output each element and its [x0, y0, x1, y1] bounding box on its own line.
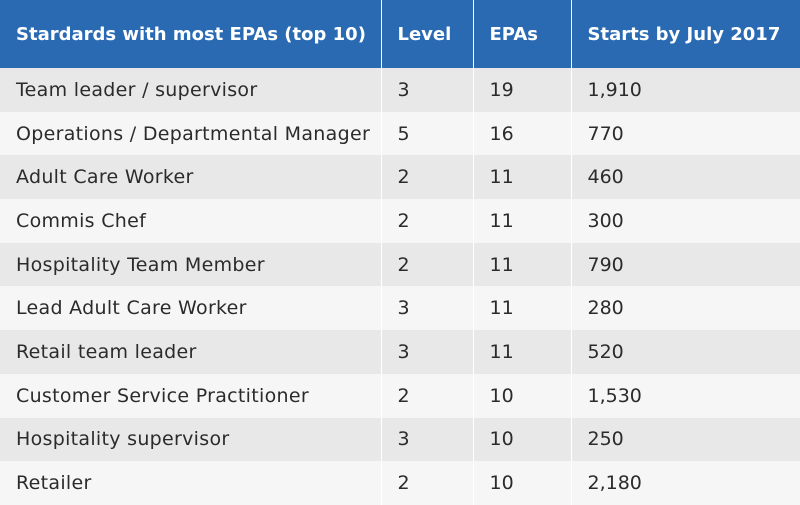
cell-epas: 16: [472, 111, 571, 156]
table-row: Hospitality supervisor 3 10 250: [0, 417, 800, 462]
cell-epas: 11: [472, 242, 571, 287]
cell-level: 2: [380, 242, 473, 287]
cell-standard: Lead Adult Care Worker: [16, 297, 247, 320]
cell-level: 3: [380, 330, 473, 374]
cell-level: 2: [380, 199, 473, 243]
cell-level: 3: [380, 417, 473, 462]
table-row: Retailer 2 10 2,180: [0, 461, 800, 505]
cell-standard: Retailer: [16, 472, 92, 495]
cell-starts: 2,180: [570, 461, 800, 505]
cell-starts: 790: [570, 242, 800, 287]
cell-starts: 460: [570, 155, 800, 200]
cell-epas: 19: [472, 68, 571, 112]
cell-standard: Operations / Departmental Manager: [16, 122, 371, 145]
cell-epas: 10: [472, 417, 571, 462]
cell-epas: 10: [472, 373, 571, 418]
table-header-row: Stardards with most EPAs (top 10) Level …: [0, 0, 800, 68]
cell-starts: 520: [570, 330, 800, 374]
cell-epas: 11: [472, 199, 571, 243]
column-header-level: Level: [380, 0, 473, 68]
cell-level: 3: [380, 68, 473, 112]
cell-standard: Customer Service Practitioner: [16, 384, 309, 407]
cell-standard: Commis Chef: [16, 209, 147, 232]
table-row: Hospitality Team Member 2 11 790: [0, 242, 800, 287]
column-header-epas: EPAs: [472, 0, 571, 68]
cell-starts: 250: [570, 417, 800, 462]
cell-standard: Retail team leader: [16, 340, 197, 363]
table-row: Adult Care Worker 2 11 460: [0, 155, 800, 200]
cell-epas: 11: [472, 286, 571, 331]
cell-standard: Adult Care Worker: [16, 166, 194, 189]
cell-standard: Hospitality Team Member: [16, 253, 265, 276]
cell-starts: 300: [570, 199, 800, 243]
table-row: Customer Service Practitioner 2 10 1,530: [0, 373, 800, 418]
cell-level: 2: [380, 373, 473, 418]
cell-level: 3: [380, 286, 473, 331]
cell-starts: 1,910: [570, 68, 800, 112]
cell-epas: 11: [472, 330, 571, 374]
table-row: Lead Adult Care Worker 3 11 280: [0, 286, 800, 331]
cell-level: 2: [380, 155, 473, 200]
table-row: Retail team leader 3 11 520: [0, 330, 800, 374]
cell-starts: 1,530: [570, 373, 800, 418]
column-header-starts: Starts by July 2017: [570, 0, 800, 68]
cell-starts: 280: [570, 286, 800, 331]
cell-level: 5: [380, 111, 473, 156]
table-row: Commis Chef 2 11 300: [0, 199, 800, 243]
cell-standard: Hospitality supervisor: [16, 428, 230, 451]
cell-epas: 10: [472, 461, 571, 505]
column-header-standard: Stardards with most EPAs (top 10): [16, 23, 366, 45]
cell-standard: Team leader / supervisor: [16, 78, 258, 101]
cell-starts: 770: [570, 111, 800, 156]
table-row: Operations / Departmental Manager 5 16 7…: [0, 111, 800, 156]
cell-level: 2: [380, 461, 473, 505]
cell-epas: 11: [472, 155, 571, 200]
table-row: Team leader / supervisor 3 19 1,910: [0, 68, 800, 112]
